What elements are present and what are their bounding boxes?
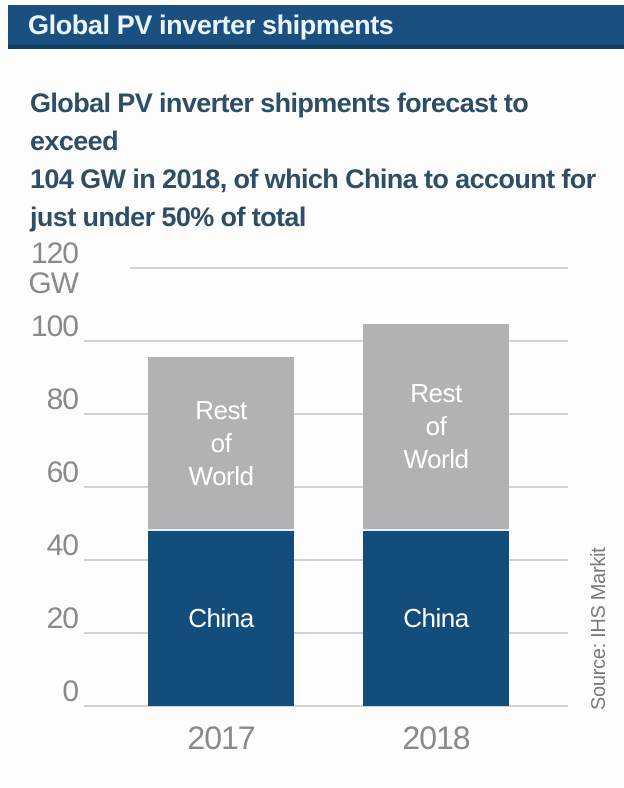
gridline-100 <box>84 340 568 342</box>
x-tick-2017: 2017 <box>187 720 255 756</box>
chart-subtitle: Global PV inverter shipments forecast to… <box>30 84 605 236</box>
y-tick-80: 80 <box>46 383 79 416</box>
gridline-40 <box>84 559 568 561</box>
bar-2018: Rest of World China <box>363 324 509 706</box>
y-tick-120: 120 GW <box>28 237 79 300</box>
gridline-0 <box>84 705 568 707</box>
segment-china-2017: China <box>148 530 294 706</box>
x-tick-2018: 2018 <box>402 720 470 756</box>
gridline-60 <box>84 486 568 488</box>
segment-rest-of-world-2018: Rest of World <box>363 324 509 529</box>
gridline-20 <box>84 632 568 634</box>
y-tick-60: 60 <box>46 456 79 489</box>
segment-china-2018: China <box>363 530 509 706</box>
segment-separator <box>363 528 509 531</box>
gridline-120 <box>130 267 568 269</box>
title-band: Global PV inverter shipments <box>8 5 624 49</box>
y-tick-100: 100 <box>30 310 79 343</box>
subtitle-line-2: 104 GW in 2018, of which China to accoun… <box>30 164 596 194</box>
subtitle-line-1: Global PV inverter shipments forecast to… <box>30 88 529 156</box>
source-credit: Source: IHS Markit <box>588 547 610 710</box>
gridline-80 <box>84 413 568 415</box>
subtitle-line-3: just under 50% of total <box>30 202 306 232</box>
bar-2017: Rest of World China <box>148 357 294 706</box>
y-tick-0: 0 <box>62 675 79 708</box>
y-tick-40: 40 <box>46 529 79 562</box>
page-title: Global PV inverter shipments <box>28 9 394 40</box>
y-tick-20: 20 <box>46 602 79 635</box>
segment-separator <box>148 528 294 531</box>
segment-rest-of-world-2017: Rest of World <box>148 357 294 529</box>
